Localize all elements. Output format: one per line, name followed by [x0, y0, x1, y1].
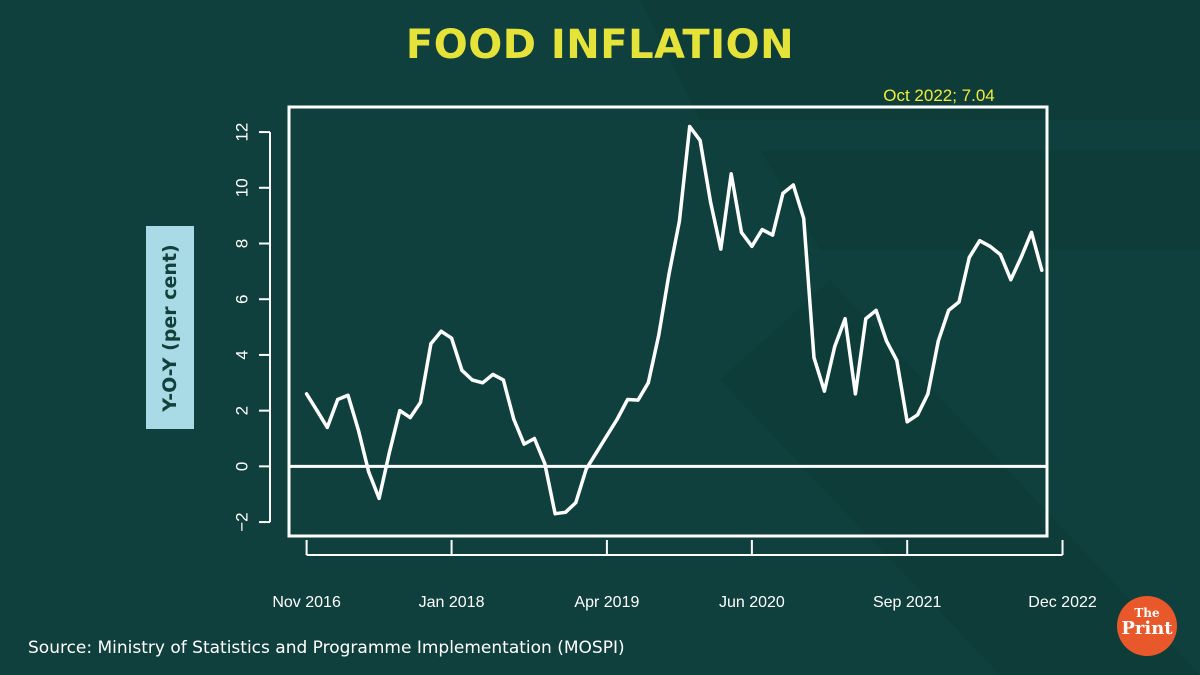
source-note: Source: Ministry of Statistics and Progr… — [28, 638, 625, 658]
data-point — [698, 138, 702, 143]
data-point — [853, 392, 858, 396]
data-point — [998, 253, 1003, 257]
data-point — [315, 409, 319, 413]
y-tick-label: 12 — [232, 123, 251, 142]
data-point — [626, 397, 630, 402]
y-tick-label: 2 — [232, 406, 251, 415]
data-point — [884, 339, 889, 343]
y-tick-label: −2 — [232, 512, 251, 531]
data-point — [636, 398, 640, 402]
data-point — [874, 308, 878, 312]
data-point — [781, 191, 785, 195]
data-point — [967, 255, 971, 260]
data-point — [408, 416, 412, 420]
y-tick-label: 4 — [232, 350, 251, 359]
data-point — [356, 428, 360, 432]
logo-the-text: The — [1134, 606, 1160, 620]
latest-value-annotation: Oct 2022; 7.04 — [883, 86, 995, 105]
data-point — [1040, 268, 1044, 272]
data-point — [729, 172, 733, 176]
data-point — [646, 381, 650, 385]
data-point — [439, 329, 443, 333]
data-point — [947, 308, 951, 312]
data-point — [739, 230, 744, 234]
page-title: FOOD INFLATION — [405, 22, 795, 68]
data-point — [812, 356, 816, 360]
data-point — [708, 200, 713, 204]
x-tick-label: Sep 2021 — [873, 594, 942, 611]
data-point — [460, 368, 464, 372]
data-point — [843, 317, 847, 321]
data-point — [336, 397, 340, 402]
data-point — [346, 393, 350, 397]
x-tick-label: Dec 2022 — [1028, 594, 1097, 611]
data-point — [688, 124, 692, 129]
data-point — [864, 317, 868, 321]
data-point — [449, 336, 454, 340]
data-point — [605, 434, 609, 438]
x-tick-label: Nov 2016 — [272, 594, 341, 611]
data-point — [553, 512, 557, 516]
y-tick-label: 0 — [232, 462, 251, 471]
data-point — [905, 420, 909, 424]
plot-frame — [287, 105, 1049, 538]
data-point — [895, 358, 899, 363]
data-point — [822, 389, 826, 393]
data-point — [522, 442, 526, 446]
data-point — [615, 417, 619, 421]
data-point — [677, 219, 681, 223]
data-point — [398, 409, 402, 413]
data-point — [367, 470, 371, 474]
data-point — [1029, 230, 1034, 234]
data-point — [802, 216, 806, 221]
data-point — [325, 425, 329, 429]
data-point — [574, 500, 578, 505]
theprint-logo: The Print — [1117, 596, 1177, 656]
data-point — [387, 450, 392, 455]
data-point — [988, 244, 992, 248]
data-point — [584, 467, 588, 471]
data-point — [305, 392, 309, 396]
data-point — [957, 300, 961, 304]
data-point — [470, 378, 474, 382]
data-point — [594, 450, 599, 455]
data-point — [833, 344, 837, 349]
y-tick-label: 10 — [232, 178, 251, 197]
data-point — [791, 183, 795, 187]
data-point — [915, 413, 920, 417]
data-point — [563, 510, 568, 514]
data-point — [532, 436, 537, 441]
data-point — [1009, 278, 1013, 282]
data-point — [667, 272, 671, 276]
x-tick-label: Apr 2019 — [574, 594, 639, 611]
data-point — [512, 417, 516, 421]
data-point — [657, 333, 661, 338]
series-line — [304, 124, 1044, 516]
data-point — [501, 378, 505, 382]
data-point — [429, 342, 433, 346]
data-point — [978, 239, 982, 243]
logo-print-text: Print — [1121, 618, 1173, 639]
data-point — [936, 339, 940, 343]
data-point — [760, 227, 764, 232]
data-point — [1019, 255, 1023, 260]
data-point — [377, 496, 381, 500]
y-axis-label-box: Y-O-Y (per cent) — [146, 226, 194, 429]
x-tick-label: Jun 2020 — [719, 594, 785, 611]
data-point — [481, 381, 485, 385]
data-point — [750, 244, 754, 248]
data-point — [770, 233, 775, 237]
y-tick-label: 8 — [232, 239, 251, 248]
data-point — [491, 372, 495, 377]
data-point — [719, 247, 723, 251]
y-tick-label: 6 — [232, 294, 251, 303]
data-point — [926, 392, 930, 396]
x-tick-label: Jan 2018 — [419, 594, 485, 611]
data-point — [543, 461, 547, 466]
data-point — [418, 400, 423, 404]
